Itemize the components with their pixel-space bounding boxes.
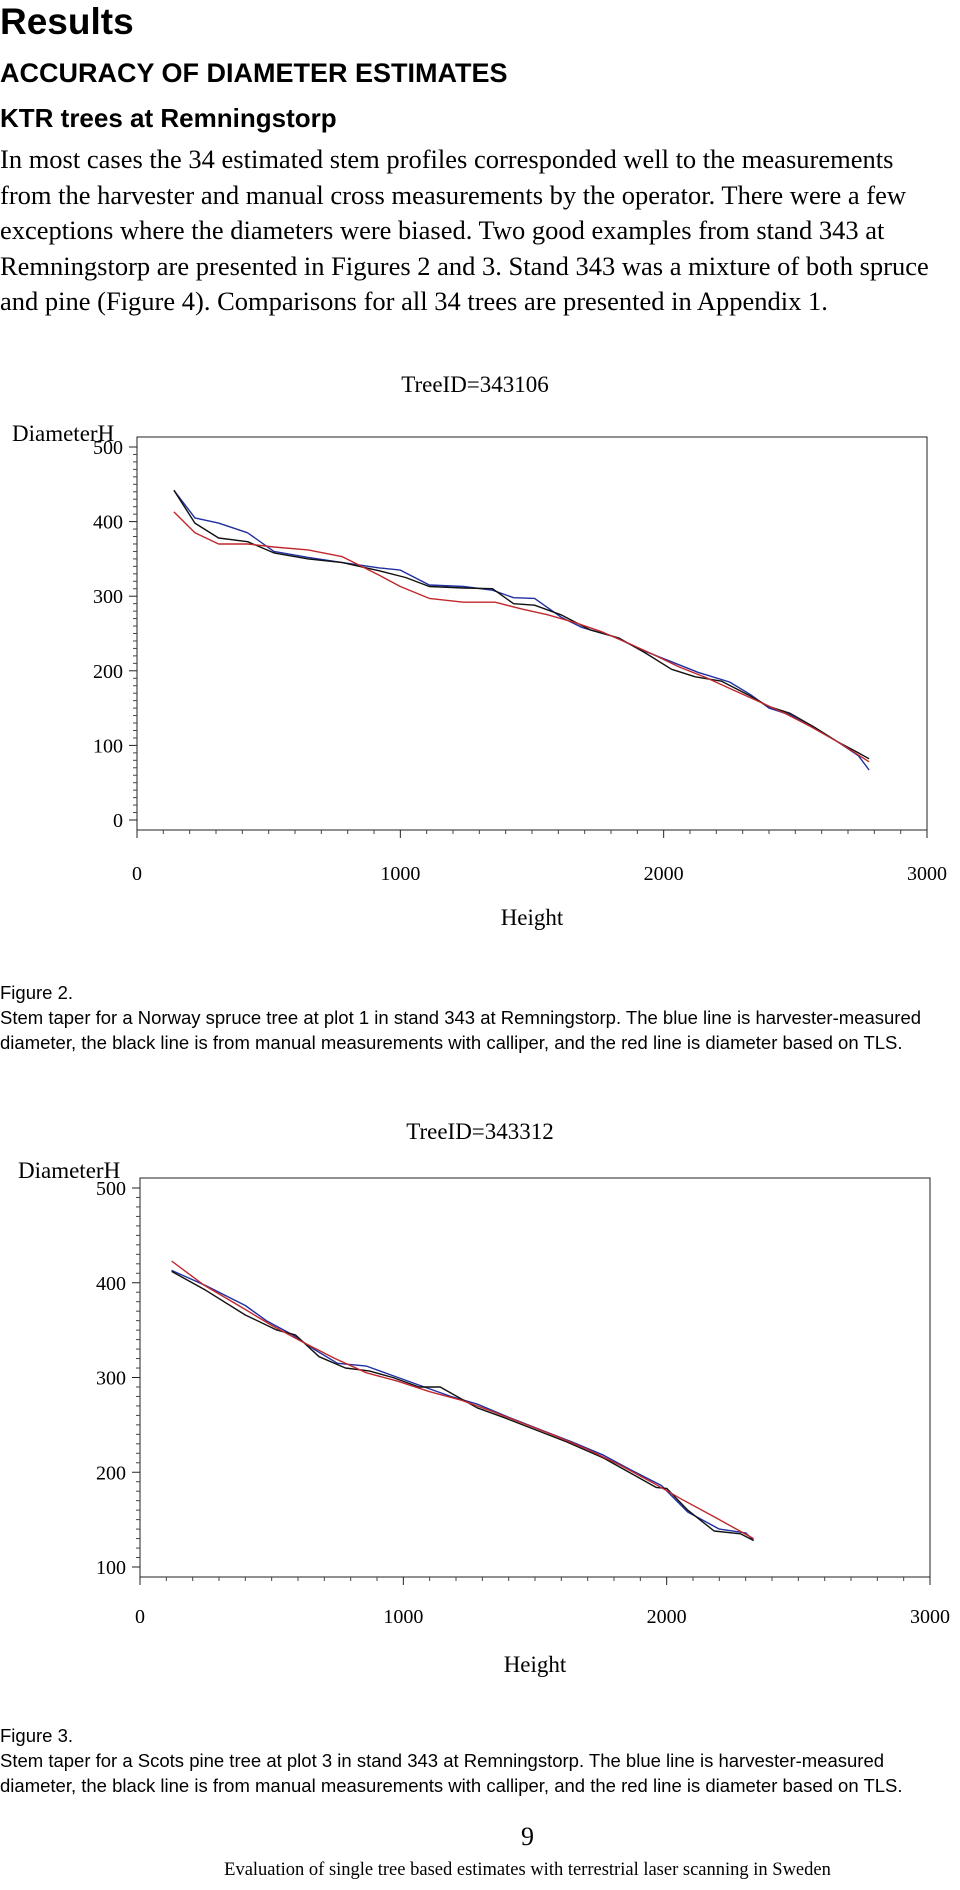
y-tick-label: 300 [96,1368,126,1390]
chart-title: TreeID=343106 [401,372,549,397]
x-tick-label: 3000 [907,863,947,885]
x-axis-label: Height [504,1652,567,1677]
y-tick-label: 100 [96,1557,126,1579]
section-title: Results [0,1,134,42]
figure-3-svg: TreeID=343312 DiameterH Height 100 200 300 400… [18,1119,950,1677]
series-line-harvester [171,1269,755,1542]
x-tick-label: 0 [132,863,142,885]
series-line-calliper [171,1270,754,1542]
series-line-calliper [173,489,870,760]
subsection-title: ACCURACY OF DIAMETER ESTIMATES [0,58,508,88]
x-axis-label: Height [501,905,564,930]
x-tick-label: 2000 [647,1606,687,1628]
x-tick-label: 3000 [910,1606,950,1628]
y-axis-label: DiameterH [12,421,114,446]
series-line-tls [173,511,870,763]
figure-3-label: Figure 3. [0,1725,74,1746]
figure-3-caption: Stem taper for a Scots pine tree at plot… [0,1750,903,1796]
x-tick-label: 1000 [383,1606,423,1628]
y-axis-label: DiameterH [18,1158,120,1183]
intro-paragraph: In most cases the 34 estimated stem prof… [0,144,929,316]
figure-2-svg: TreeID=343106 DiameterH Height 0 100 200 300 40… [12,372,947,930]
y-tick-label: 200 [96,1462,126,1484]
figure-2-chart: TreeID=343106 DiameterH Height 0 100 200 300 40… [0,365,960,950]
y-tick-label: 400 [93,512,123,534]
series-line-harvester [173,489,870,771]
chart-title: TreeID=343312 [406,1119,554,1144]
plot-frame [136,436,928,831]
series-line-tls [171,1260,754,1540]
figure-2-caption: Stem taper for a Norway spruce tree at p… [0,1007,922,1053]
y-tick-label: 0 [113,810,123,832]
figure-3-chart: TreeID=343312 DiameterH Height 100 200 300 400… [0,1110,960,1695]
y-tick-label: 500 [93,437,123,459]
figure-2-label: Figure 2. [0,982,74,1003]
footer-text: Evaluation of single tree based estimate… [224,1860,831,1880]
y-tick-label: 100 [93,735,123,757]
x-tick-label: 0 [135,1606,145,1628]
x-tick-label: 2000 [644,863,684,885]
y-tick-label: 300 [93,586,123,608]
y-tick-label: 200 [93,661,123,683]
plot-frame [139,1177,931,1578]
y-tick-label: 500 [96,1178,126,1200]
y-tick-label: 400 [96,1273,126,1295]
subsubsection-title: KTR trees at Remningstorp [0,103,337,133]
x-tick-label: 1000 [380,863,420,885]
page-number: 9 [521,1822,534,1851]
